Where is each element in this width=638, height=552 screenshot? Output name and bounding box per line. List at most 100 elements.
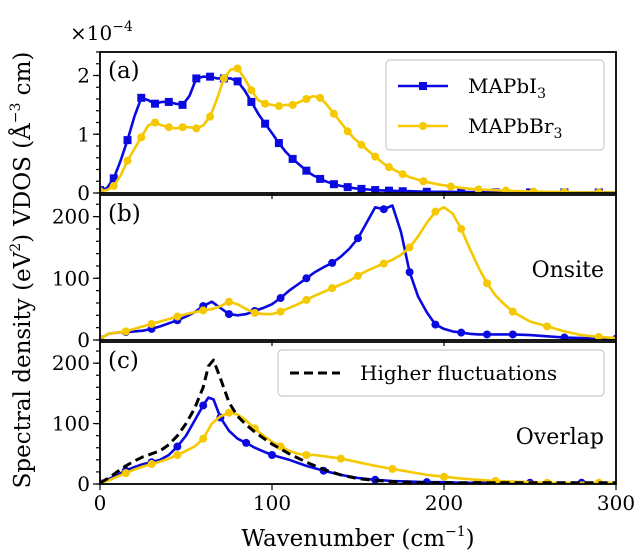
data-point (371, 152, 380, 161)
legend-marker (419, 122, 427, 130)
data-point (508, 307, 517, 316)
data-point (151, 99, 160, 108)
y-tick-label: 0 (77, 181, 90, 205)
series-group-b (100, 204, 616, 340)
data-point (276, 442, 285, 451)
panel-c: 0 100 200 (c) Overlap Higher fluctuations (52, 341, 617, 496)
data-point (302, 450, 311, 459)
data-point (316, 174, 325, 183)
y-tick-label: 100 (52, 266, 90, 290)
data-point (529, 187, 538, 193)
panel-label-b: (b) (108, 201, 141, 227)
data-point (225, 408, 233, 417)
data-point (206, 72, 215, 81)
data-point (302, 274, 311, 283)
data-point (419, 177, 428, 186)
data-point (261, 99, 270, 108)
data-point (398, 170, 407, 179)
data-point (357, 140, 366, 149)
data-point (147, 319, 156, 328)
data-point (247, 97, 256, 106)
x-tick-label: 0 (94, 491, 107, 515)
data-point (100, 334, 104, 340)
data-point (501, 186, 510, 193)
data-point (173, 442, 182, 451)
panel-a: 0 1 2 (a) MAPbI3 MAPbBr3 (77, 51, 617, 205)
data-point (274, 102, 283, 111)
data-point (431, 320, 440, 329)
data-point (276, 307, 285, 316)
data-point (164, 97, 173, 106)
data-point (178, 123, 187, 132)
data-point (192, 74, 201, 83)
data-point (199, 306, 208, 315)
data-point (457, 328, 466, 337)
data-point (288, 154, 297, 163)
data-point (508, 330, 517, 339)
data-point (121, 327, 130, 336)
data-point (371, 186, 380, 193)
data-point (474, 185, 483, 193)
data-point (384, 163, 393, 172)
offset-text: ×10−4 (70, 19, 133, 45)
data-point (543, 322, 552, 331)
data-point (123, 156, 132, 165)
data-point (199, 434, 208, 443)
data-point (388, 464, 397, 473)
data-point (316, 93, 325, 102)
data-point (483, 330, 491, 339)
data-point (483, 279, 491, 288)
legend-label: Higher fluctuations (360, 361, 557, 385)
panel-b: 0 100 200 (b) Onsite (52, 194, 617, 352)
data-point (379, 259, 388, 268)
data-point (594, 332, 603, 340)
data-point (225, 310, 233, 319)
data-point (384, 186, 393, 193)
data-point (137, 133, 146, 142)
data-point (328, 284, 337, 293)
data-point (276, 294, 285, 303)
x-tick-label: 300 (597, 491, 635, 515)
y-tick-label: 200 (52, 205, 90, 229)
panel-label-c: (c) (108, 348, 139, 374)
series-group-c (100, 358, 616, 484)
data-point (233, 77, 242, 86)
data-point (422, 187, 431, 193)
data-point (137, 93, 146, 102)
data-point (206, 112, 215, 121)
data-point (247, 86, 256, 95)
x-tick-label: 200 (425, 491, 463, 515)
data-point (343, 127, 352, 136)
data-point (457, 224, 466, 233)
y-tick-label: 1 (77, 122, 90, 146)
data-point (398, 187, 407, 193)
panel-annotation-c: Overlap (516, 425, 604, 450)
data-point (405, 243, 414, 252)
axes-frame-c (99, 341, 617, 485)
data-point (328, 258, 337, 267)
y-tick-label: 0 (77, 328, 90, 352)
data-point (173, 312, 182, 321)
data-point (329, 109, 338, 118)
data-point (100, 187, 104, 193)
data-point (109, 181, 118, 190)
y-axis-title: Spectral density (eV2)VDOS (Å−3 cm) (8, 52, 36, 489)
legend-label: MAPbBr3 (468, 114, 562, 142)
legend-label: MAPbI3 (468, 74, 546, 102)
legend-marker (419, 82, 427, 90)
data-point (199, 401, 208, 410)
data-point (173, 450, 182, 459)
data-point (440, 472, 448, 481)
legend-box (277, 349, 605, 397)
axes-frame-b (99, 194, 617, 341)
data-point (151, 118, 160, 127)
data-point (302, 95, 311, 103)
data-point (109, 174, 118, 183)
data-point (225, 297, 233, 306)
data-point (431, 207, 440, 216)
data-point (343, 183, 352, 192)
data-point (274, 139, 283, 148)
data-point (560, 188, 569, 193)
panel-annotation-b: Onsite (532, 258, 604, 283)
